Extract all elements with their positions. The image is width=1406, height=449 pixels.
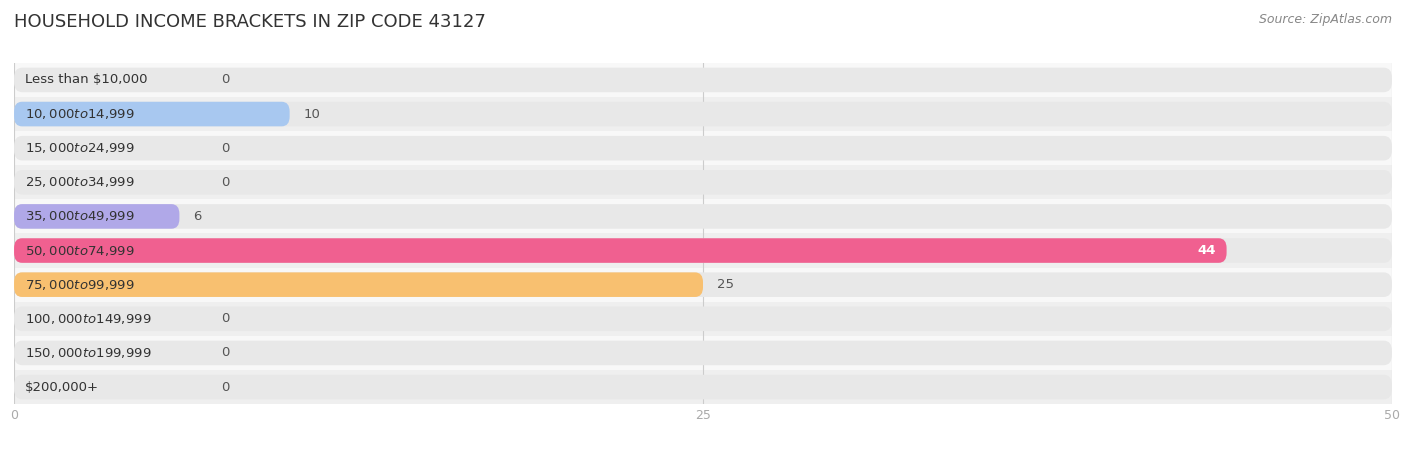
Text: Less than $10,000: Less than $10,000 <box>25 74 148 86</box>
FancyBboxPatch shape <box>14 136 1392 160</box>
FancyBboxPatch shape <box>14 204 1392 229</box>
FancyBboxPatch shape <box>14 307 1392 331</box>
Bar <box>14 63 1392 97</box>
FancyBboxPatch shape <box>14 341 1392 365</box>
FancyBboxPatch shape <box>14 238 1392 263</box>
Text: $35,000 to $49,999: $35,000 to $49,999 <box>25 209 135 224</box>
Bar <box>14 165 1392 199</box>
Text: $75,000 to $99,999: $75,000 to $99,999 <box>25 277 135 292</box>
Text: Source: ZipAtlas.com: Source: ZipAtlas.com <box>1258 13 1392 26</box>
FancyBboxPatch shape <box>14 204 180 229</box>
FancyBboxPatch shape <box>14 273 703 297</box>
Text: 0: 0 <box>221 142 229 154</box>
FancyBboxPatch shape <box>14 273 1392 297</box>
FancyBboxPatch shape <box>14 170 1392 194</box>
FancyBboxPatch shape <box>14 102 290 126</box>
Text: 25: 25 <box>717 278 734 291</box>
Text: 6: 6 <box>193 210 201 223</box>
Text: 10: 10 <box>304 108 321 120</box>
Text: $200,000+: $200,000+ <box>25 381 98 393</box>
Bar <box>14 97 1392 131</box>
FancyBboxPatch shape <box>14 238 1226 263</box>
Text: $150,000 to $199,999: $150,000 to $199,999 <box>25 346 152 360</box>
Bar <box>14 370 1392 404</box>
FancyBboxPatch shape <box>14 102 1392 126</box>
Text: 0: 0 <box>221 176 229 189</box>
Bar <box>14 233 1392 268</box>
Bar <box>14 268 1392 302</box>
Bar <box>14 302 1392 336</box>
Text: $15,000 to $24,999: $15,000 to $24,999 <box>25 141 135 155</box>
Bar <box>14 131 1392 165</box>
Text: $50,000 to $74,999: $50,000 to $74,999 <box>25 243 135 258</box>
Bar <box>14 336 1392 370</box>
Text: 44: 44 <box>1197 244 1216 257</box>
Text: 0: 0 <box>221 313 229 325</box>
Text: $25,000 to $34,999: $25,000 to $34,999 <box>25 175 135 189</box>
Bar <box>14 199 1392 233</box>
FancyBboxPatch shape <box>14 68 1392 92</box>
Text: 0: 0 <box>221 347 229 359</box>
Text: HOUSEHOLD INCOME BRACKETS IN ZIP CODE 43127: HOUSEHOLD INCOME BRACKETS IN ZIP CODE 43… <box>14 13 486 31</box>
FancyBboxPatch shape <box>14 375 1392 399</box>
Text: 0: 0 <box>221 381 229 393</box>
Text: 0: 0 <box>221 74 229 86</box>
Text: $10,000 to $14,999: $10,000 to $14,999 <box>25 107 135 121</box>
Text: $100,000 to $149,999: $100,000 to $149,999 <box>25 312 152 326</box>
